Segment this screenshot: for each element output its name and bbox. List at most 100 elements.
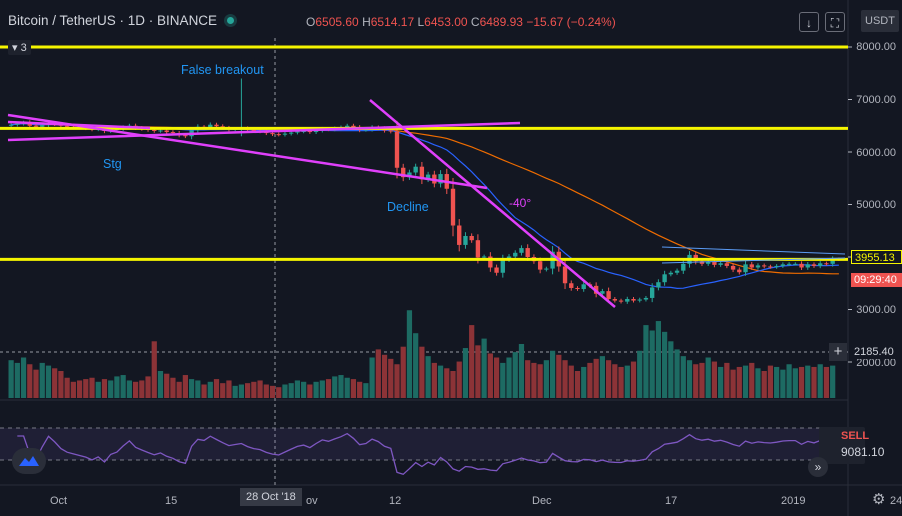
fullscreen-icon[interactable]: ⛶: [825, 12, 845, 32]
volume-bar: [27, 364, 33, 398]
volume-bar: [369, 357, 375, 398]
annotation-stg[interactable]: Stg: [103, 157, 122, 171]
ohlc-high-key: H: [362, 15, 371, 29]
volume-bar: [456, 361, 462, 398]
candle-body: [475, 240, 481, 258]
volume-bar: [313, 381, 319, 398]
volume-bar: [537, 364, 543, 398]
annotation-false-breakout[interactable]: False breakout: [181, 63, 264, 77]
volume-bar: [599, 356, 605, 398]
candle-body: [525, 248, 530, 257]
volume-bar: [263, 384, 269, 398]
plus-icon[interactable]: +: [829, 343, 847, 361]
volume-bar: [108, 380, 114, 398]
candle-body: [569, 283, 574, 288]
volume-bar: [462, 348, 469, 398]
volume-bar: [400, 346, 406, 398]
candle-body: [799, 263, 804, 268]
volume-bar: [301, 381, 307, 398]
currency-label[interactable]: USDT: [861, 10, 899, 32]
price-axis-label: 7000.00: [856, 94, 896, 106]
price-axis-label: 2000.00: [856, 357, 896, 369]
volume-bar: [450, 371, 456, 398]
volume-bar: [207, 381, 213, 398]
candle-body: [755, 265, 761, 268]
candle-body: [631, 299, 636, 301]
volume-bar: [95, 381, 101, 398]
candle-body: [600, 291, 605, 294]
volume-bar: [574, 371, 581, 398]
volume-bar: [394, 364, 400, 398]
candle-body: [649, 287, 655, 298]
candle-body: [618, 300, 624, 302]
volume-bar: [413, 333, 419, 398]
candle-body: [164, 130, 169, 133]
candle-body: [662, 274, 667, 283]
scroll-right-icon[interactable]: »: [808, 457, 828, 477]
volume-bar: [157, 371, 164, 398]
volume-bar: [269, 385, 276, 398]
candle-body: [481, 256, 487, 258]
candle-body: [289, 132, 294, 134]
sell-button[interactable]: SELL 9081.10: [819, 427, 884, 464]
indicators-collapse-button[interactable]: ▾ 3: [8, 40, 31, 55]
candle-body: [718, 263, 723, 265]
volume-bar: [549, 350, 556, 398]
candle-body: [762, 265, 767, 267]
volume-bar: [431, 362, 437, 398]
trendline: [7, 121, 521, 142]
channel-line: [661, 246, 846, 255]
volume-bar: [693, 364, 699, 398]
volume-bar: [686, 360, 693, 398]
candle-body: [313, 130, 319, 133]
annotation-angle[interactable]: -40°: [509, 196, 532, 210]
candle-body: [419, 166, 425, 180]
candle-body: [830, 259, 835, 264]
volume-bar: [637, 350, 643, 398]
candle-body: [251, 129, 257, 131]
volume-bar: [20, 357, 27, 398]
volume-bar: [736, 366, 742, 398]
ohlc-legend: O6505.60 H6514.17 L6453.00 C6489.93 −15.…: [306, 15, 616, 29]
volume-bar: [643, 325, 649, 398]
volume-bar: [357, 381, 363, 398]
candle-body: [488, 256, 493, 268]
volume-bar: [562, 360, 568, 398]
candle-body: [625, 299, 630, 302]
volume-bar: [251, 381, 257, 398]
candle-body: [743, 264, 748, 273]
candle-body: [401, 167, 406, 178]
candle-body: [463, 236, 468, 245]
candle-body: [438, 174, 443, 184]
tradingview-logo-icon[interactable]: [12, 448, 46, 474]
volume-bar: [425, 356, 431, 398]
volume-bar: [662, 331, 668, 398]
candle-body: [606, 291, 611, 299]
ohlc-high: 6514.17: [370, 15, 415, 29]
settings-gear-icon[interactable]: ⚙: [872, 491, 886, 508]
ohlc-close: 6489.93: [479, 15, 523, 29]
volume-bar: [742, 365, 749, 398]
volume-bar: [294, 380, 301, 398]
annotation-decline[interactable]: Decline: [387, 200, 429, 214]
volume-bar: [437, 365, 444, 398]
volume-bar: [151, 341, 157, 398]
symbol-title[interactable]: Bitcoin / TetherUS · 1D · BINANCE: [8, 13, 218, 28]
volume-bar: [381, 354, 388, 398]
volume-bar: [350, 379, 357, 398]
candle-body: [637, 299, 642, 301]
candle-body: [170, 132, 176, 134]
time-axis-label: Oct: [50, 495, 68, 507]
volume-bar: [767, 365, 774, 398]
volume-bar: [730, 369, 736, 398]
volume-bar: [780, 369, 786, 398]
candle-body: [805, 264, 810, 268]
volume-bar: [8, 360, 14, 398]
download-icon[interactable]: ↓: [799, 12, 819, 32]
candle-body: [469, 236, 474, 241]
candle-body: [270, 133, 275, 135]
volume-bar: [711, 361, 718, 398]
volume-bar: [823, 366, 830, 398]
volume-bar: [182, 375, 188, 398]
